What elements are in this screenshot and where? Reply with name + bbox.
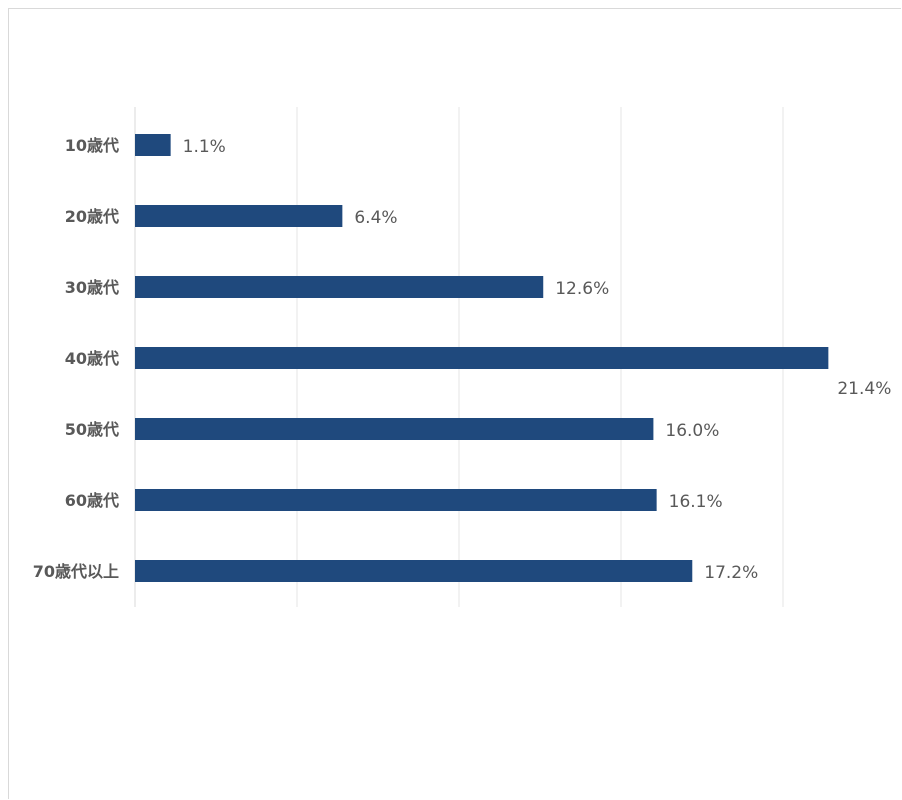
value-labels: 1.1% 6.4% 12.6% 21.4% 16.0% 16.1% 17.2% (183, 137, 892, 583)
category-label: 50歳代 (65, 420, 119, 439)
category-label: 40歳代 (65, 349, 119, 368)
bar (135, 276, 544, 298)
value-label: 16.1% (669, 492, 723, 512)
value-label: 12.6% (555, 279, 609, 299)
category-label: 70歳代以上 (33, 562, 119, 581)
value-label: 1.1% (183, 137, 226, 157)
value-label: 17.2% (704, 563, 758, 583)
bar (135, 205, 343, 227)
value-label: 21.4% (837, 379, 891, 399)
value-label: 16.0% (665, 421, 719, 441)
bars (135, 134, 829, 582)
value-label: 6.4% (354, 208, 397, 228)
category-label: 20歳代 (65, 207, 119, 226)
bar (135, 418, 654, 440)
chart-frame: 10歳代 20歳代 30歳代 40歳代 50歳代 60歳代 70歳代以上 1.1% 6.4% 1… (8, 8, 901, 799)
category-labels: 10歳代 20歳代 30歳代 40歳代 50歳代 60歳代 70歳代以上 (33, 136, 119, 581)
category-label: 10歳代 (65, 136, 119, 155)
bar (135, 489, 657, 511)
category-label: 60歳代 (65, 491, 119, 510)
bar (135, 134, 171, 156)
category-label: 30歳代 (65, 278, 119, 297)
bar (135, 347, 829, 369)
bar (135, 560, 693, 582)
